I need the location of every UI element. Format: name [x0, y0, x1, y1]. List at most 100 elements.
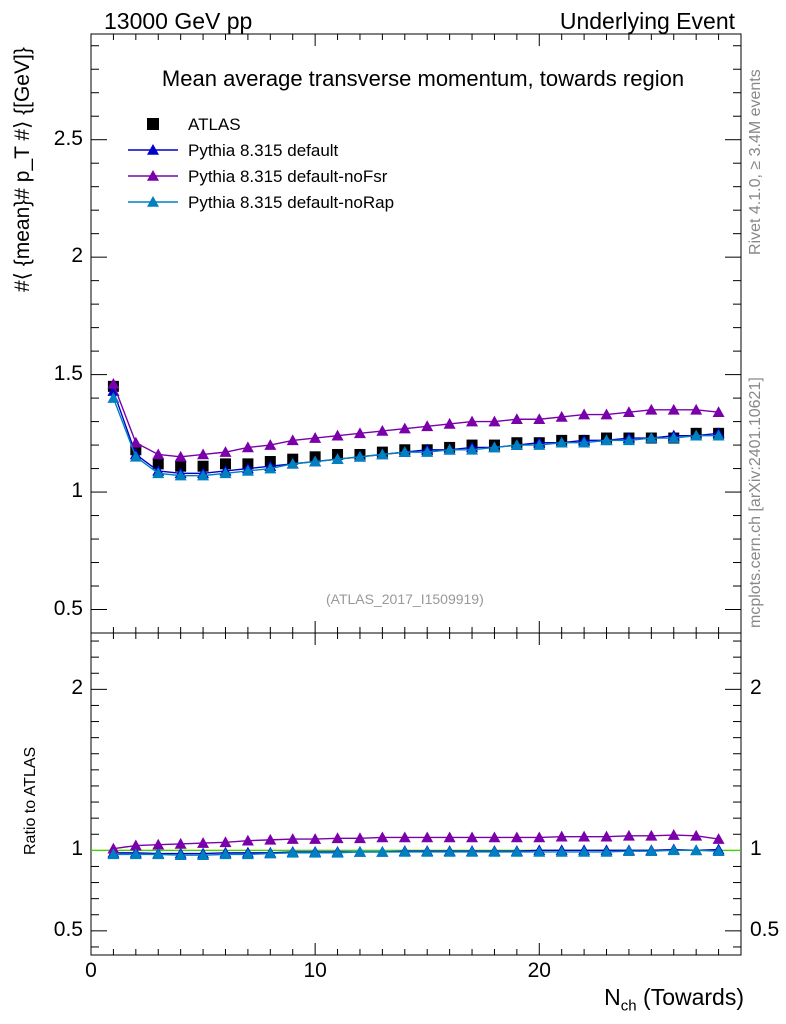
- ratio-data-point: [398, 831, 411, 843]
- ratio-series-line: [113, 849, 719, 856]
- ratio-data-point: [600, 830, 613, 842]
- ratio-data-point: [690, 844, 703, 856]
- ratio-data-point: [645, 829, 658, 841]
- series-2: [107, 378, 725, 462]
- data-point-mc: [488, 441, 501, 453]
- ratio-series-2: [107, 844, 725, 860]
- data-point-mc: [600, 408, 613, 420]
- ratio-data-point: [622, 829, 635, 841]
- data-point-mc: [690, 403, 703, 415]
- y-tick-label: 1.5: [53, 361, 83, 385]
- data-point-mc: [398, 422, 411, 434]
- ratio-data-point: [129, 848, 142, 860]
- data-point-mc: [622, 406, 635, 417]
- legend-entry: ATLAS: [147, 115, 241, 134]
- data-point-mc: [353, 427, 366, 439]
- legend-label: Pythia 8.315 default-noFsr: [188, 167, 388, 186]
- ratio-y-tick-label-right: 1: [750, 837, 762, 861]
- legend-entry: Pythia 8.315 default-noRap: [128, 193, 394, 212]
- legend-marker-square: [147, 118, 159, 130]
- data-point-mc: [376, 448, 389, 460]
- data-point-mc: [398, 446, 411, 457]
- ratio-data-point: [174, 837, 187, 849]
- ratio-data-point: [667, 829, 680, 840]
- ratio-y-tick-label: 1: [71, 837, 83, 861]
- ratio-data-point: [667, 844, 680, 856]
- legend-label: ATLAS: [188, 115, 241, 134]
- ratio-data-point: [533, 831, 546, 843]
- ratio-data-point: [353, 832, 366, 844]
- ratio-data-point: [376, 831, 389, 843]
- data-point-mc: [466, 415, 479, 427]
- data-point-atlas: [152, 458, 164, 470]
- legend-label: Pythia 8.315 default: [188, 141, 339, 160]
- ratio-y-tick-label-right: 0.5: [750, 917, 780, 941]
- data-point-mc: [331, 429, 344, 441]
- data-point-mc: [219, 446, 232, 457]
- data-point-mc: [667, 403, 680, 415]
- x-axis-label-suffix: (Towards): [636, 984, 744, 1010]
- ratio-data-point: [241, 848, 254, 860]
- ratio-data-point: [129, 839, 142, 851]
- y-tick-label: 2.5: [53, 126, 83, 150]
- ratio-data-point: [264, 847, 277, 859]
- x-tick-label: 20: [527, 959, 551, 982]
- ratio-data-point: [690, 829, 703, 841]
- data-point-mc: [197, 469, 210, 481]
- data-point-mc: [353, 450, 366, 462]
- data-point-mc: [645, 432, 658, 443]
- y-tick-label: 1: [71, 479, 83, 503]
- ratio-data-point: [107, 848, 120, 860]
- ratio-y-tick-label: 0.5: [53, 917, 83, 941]
- series-line: [112, 383, 719, 458]
- data-point-mc: [152, 467, 165, 479]
- ratio-series-line: [113, 848, 719, 855]
- ratio-data-point: [466, 831, 479, 843]
- ratio-data-point: [578, 845, 591, 857]
- data-point-mc: [107, 378, 120, 389]
- legend-marker-triangle: [147, 170, 159, 181]
- data-point-mc: [286, 457, 299, 469]
- data-point-mc: [264, 439, 277, 450]
- ratio-data-point: [712, 833, 725, 844]
- header-process-label: 13000 GeV pp: [104, 8, 253, 34]
- ratio-data-point: [309, 833, 322, 844]
- data-point-mc: [197, 448, 210, 460]
- data-point-mc: [174, 469, 187, 481]
- ratio-data-point: [488, 845, 501, 857]
- ratio-data-point: [622, 845, 635, 856]
- data-point-mc: [264, 462, 277, 474]
- data-point-mc: [421, 446, 434, 457]
- data-point-mc: [309, 432, 322, 443]
- data-point-mc: [174, 450, 187, 462]
- data-point-mc: [690, 429, 703, 441]
- header-analysis-label: Underlying Event: [559, 8, 735, 34]
- ratio-series-1: [107, 829, 725, 854]
- y-tick-label: 0.5: [53, 596, 83, 620]
- ratio-y-tick-label: 2: [71, 676, 83, 700]
- data-point-mc: [712, 406, 725, 417]
- data-point-mc: [309, 455, 322, 467]
- ratio-plot-frame: [90, 632, 742, 956]
- ratio-data-point: [421, 845, 434, 857]
- data-point-mc: [600, 434, 613, 446]
- data-point-mc: [286, 434, 299, 446]
- data-point-mc: [645, 403, 658, 415]
- data-point-atlas: [219, 458, 231, 470]
- ratio-data-point: [398, 845, 411, 857]
- data-point-mc: [667, 432, 680, 443]
- ratio-data-point: [555, 830, 568, 842]
- ratio-data-point: [443, 845, 456, 857]
- legend-label: Pythia 8.315 default-noRap: [188, 193, 394, 212]
- ratio-data-point: [197, 849, 210, 860]
- data-point-mc: [712, 429, 725, 441]
- ratio-data-point: [510, 845, 523, 857]
- series-3: [107, 392, 725, 481]
- ratio-data-point: [331, 846, 344, 858]
- data-point-mc: [241, 464, 254, 476]
- ratio-data-point: [174, 849, 187, 860]
- ratio-data-point: [286, 846, 299, 858]
- data-point-mc: [443, 443, 456, 455]
- ratio-data-point: [533, 845, 546, 857]
